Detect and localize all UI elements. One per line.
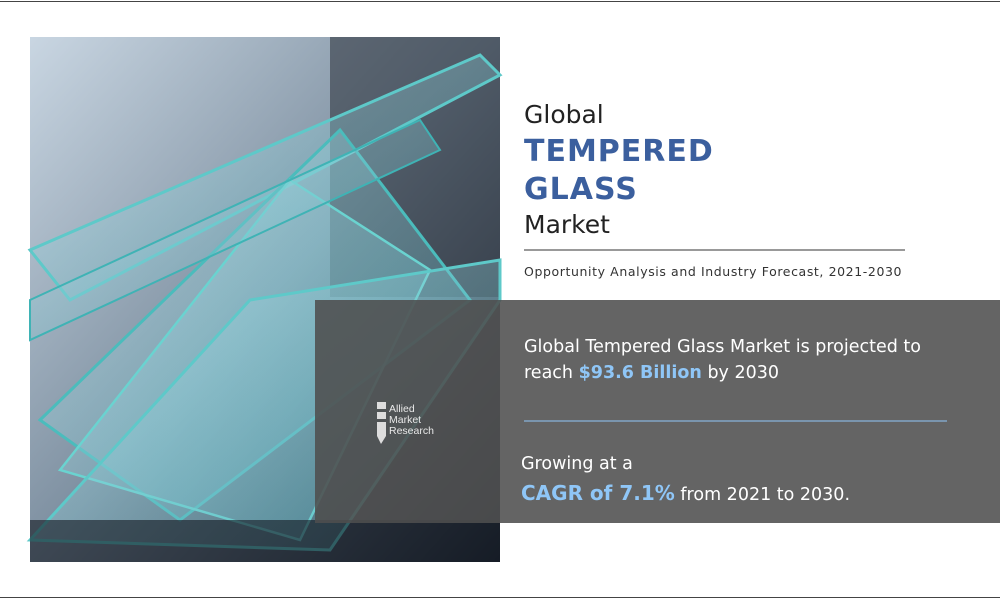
- logo-line: Allied: [389, 403, 415, 415]
- projection-line: Global Tempered Glass Market is projecte…: [524, 337, 921, 357]
- growth-line: Growing at a: [521, 454, 633, 474]
- subtitle: Opportunity Analysis and Industry Foreca…: [524, 264, 903, 279]
- heading-pre: Global: [524, 100, 604, 129]
- logo-line: Research: [389, 425, 434, 437]
- heading-title: GLASS: [524, 172, 638, 207]
- text: from 2021 to 2030.: [680, 485, 851, 505]
- text: reach: [524, 363, 574, 383]
- projection-value: $93.6 Billion: [578, 363, 702, 383]
- heading-post: Market: [524, 210, 610, 239]
- logo-icon: [377, 402, 386, 444]
- growth-value: CAGR of 7.1%: [521, 481, 675, 505]
- highlight-panel: [315, 300, 1000, 523]
- text: by 2030: [707, 363, 780, 383]
- growth-line: CAGR of 7.1% from 2021 to 2030.: [521, 481, 850, 505]
- projection-line: reach $93.6 Billion by 2030: [524, 363, 779, 383]
- logo-line: Market: [389, 414, 422, 426]
- logo-text: Allied Market Research: [389, 404, 434, 437]
- heading-title: TEMPERED: [524, 134, 714, 169]
